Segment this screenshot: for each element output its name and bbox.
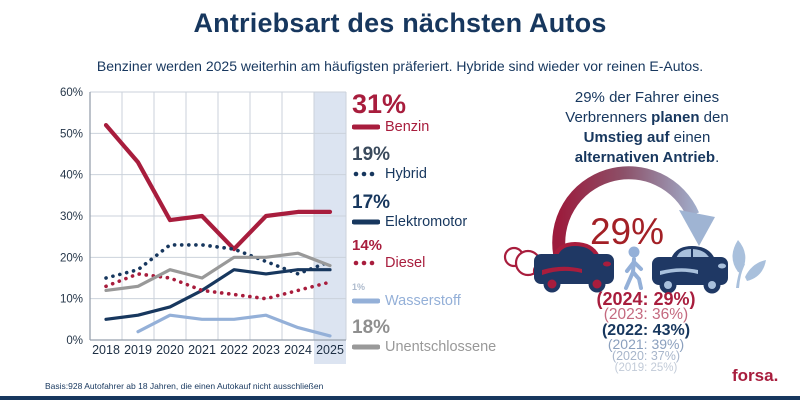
legend-value: 14%	[352, 237, 383, 254]
page-title: Antriebsart des nächsten Autos	[193, 8, 607, 38]
trend-chart-area: 0% 10% 20% 30% 40% 50% 60% 2018 2019 2020 2021 2022…	[28, 86, 350, 370]
y-tick-label: 10%	[60, 294, 83, 306]
trend-chart: 0% 10% 20% 30% 40% 50% 60% 2018 2019 2020 2021 2022…	[60, 87, 347, 364]
y-tick-label: 20%	[60, 252, 83, 264]
legend-value: 19%	[352, 144, 391, 165]
series-line-elektromotor	[104, 268, 332, 321]
y-tick-label: 60%	[60, 87, 83, 99]
transition-arc-arrow	[552, 166, 715, 258]
legend-value: 17%	[352, 192, 391, 213]
leaves-icon	[732, 240, 766, 288]
y-tick-label: 30%	[60, 211, 83, 223]
legend-value: 18%	[352, 317, 391, 338]
walking-person-icon	[624, 246, 643, 290]
headline-line: 29% der Fahrer eines	[574, 89, 720, 106]
legend-value: 1%	[352, 282, 366, 292]
bottom-bar	[0, 396, 800, 400]
arc-percent-label: 29%	[590, 211, 664, 252]
legend-swatch	[352, 124, 380, 130]
y-tick-label: 50%	[60, 128, 83, 140]
legend-entry-elektromotor: 17% Elektromotor	[352, 193, 467, 230]
history-item: (2019: 25%)	[614, 362, 678, 375]
x-tick-label: 2018	[92, 343, 120, 357]
forsa-logo: forsa.	[732, 366, 779, 385]
x-tick-label: 2021	[188, 343, 216, 357]
legend-swatch	[353, 171, 375, 177]
headline: 29% der Fahrer eines Verbrenners planen d…	[503, 88, 791, 168]
legend-label: Unentschlossene	[385, 338, 497, 355]
headline-line: Verbrenners planen den	[565, 109, 729, 126]
legend-label: Elektromotor	[385, 213, 468, 230]
history-item: (2020: 37%)	[611, 349, 681, 364]
combustion-car-icon	[534, 242, 614, 293]
x-tick-label: 2020	[156, 343, 184, 357]
legend-entry-wasserstoff: 1% Wasserstoff	[352, 282, 461, 310]
series-line-diesel	[104, 272, 332, 301]
subtitle: Benziner werden 2025 weiterhin am häufig…	[96, 58, 704, 74]
footnote: Basis:928 Autofahrer ab 18 Jahren, die e…	[45, 381, 324, 391]
transition-graphic: 29%	[503, 166, 766, 294]
history-item: (2021: 39%)	[607, 336, 685, 352]
y-tick-label: 40%	[60, 170, 83, 182]
legend-swatch	[352, 298, 380, 304]
series-line-wasserstoff	[136, 313, 332, 338]
history-item: (2024: 29%)	[596, 289, 696, 309]
highlight-band	[314, 92, 346, 364]
chart-legend: 31% Benzin 19% Hybrid 17% Elektromotor 14% Dies…	[352, 86, 502, 368]
series-line-unentschlossene	[104, 251, 332, 292]
legend-label: Hybrid	[385, 165, 427, 182]
legend-entry-unentschlossene: 18% Unentschlossene	[352, 318, 496, 355]
legend-swatch	[353, 260, 375, 266]
y-tick-label: 0%	[66, 335, 83, 347]
legend-label: Diesel	[385, 254, 426, 271]
series-line-hybrid	[104, 243, 332, 280]
legend-label: Wasserstoff	[385, 293, 461, 310]
legend-label: Benzin	[385, 119, 430, 136]
legend-entry-benzin: 31% Benzin	[352, 90, 429, 135]
series-line-benzin	[103, 123, 333, 252]
history-item: (2023: 36%)	[603, 306, 689, 324]
legend-swatch	[352, 219, 380, 225]
legend-value: 31%	[352, 89, 407, 119]
electric-car-icon	[652, 246, 728, 294]
x-tick-label: 2022	[220, 343, 248, 357]
x-tick-label: 2024	[284, 343, 312, 357]
headline-line: alternativen Antrieb.	[574, 149, 720, 166]
headline-line: Umstieg auf einen	[583, 129, 711, 146]
legend-swatch	[352, 344, 380, 350]
legend-entry-diesel: 14% Diesel	[352, 238, 425, 271]
x-tick-label: 2025	[316, 343, 344, 357]
legend-entry-hybrid: 19% Hybrid	[352, 145, 427, 182]
x-tick-label: 2019	[124, 343, 152, 357]
x-tick-label: 2023	[252, 343, 280, 357]
history-list: (2024: 29%) (2023: 36%) (2022: 43%) (2021: …	[500, 289, 792, 375]
history-item: (2022: 43%)	[601, 321, 691, 339]
